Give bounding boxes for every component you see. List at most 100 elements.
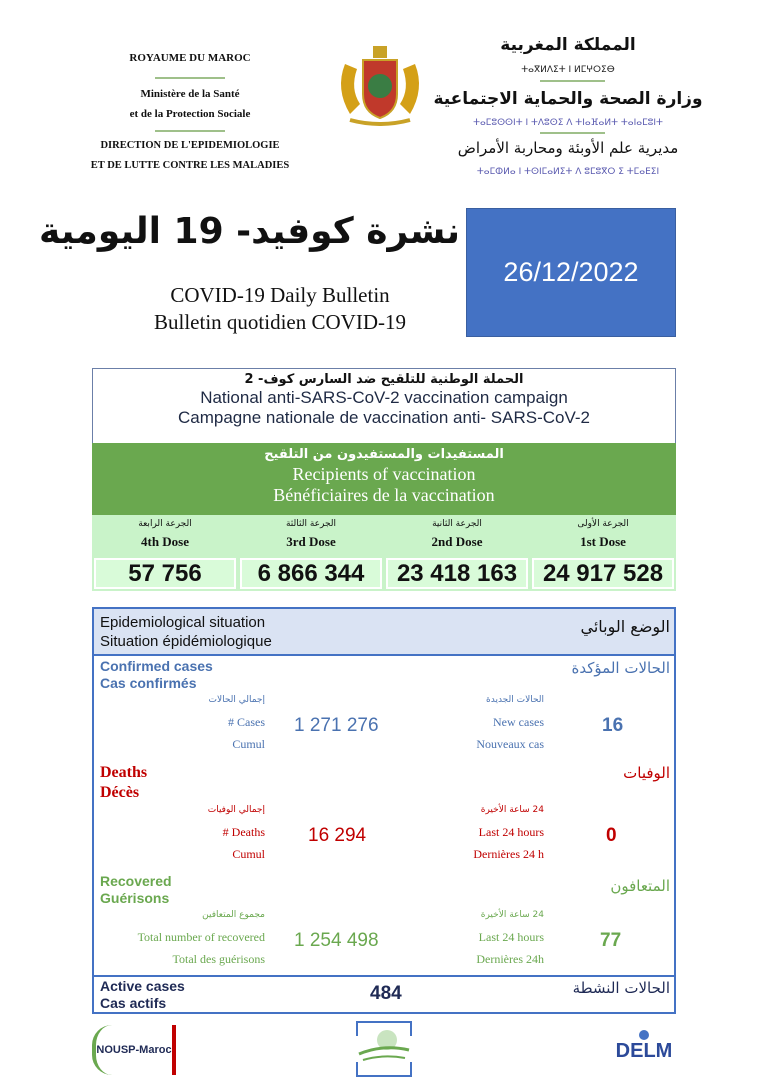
center-logo-icon	[356, 1021, 412, 1077]
dose-label-ar: الجرعة الثانية	[432, 519, 482, 529]
campaign-ar: الحملة الوطنية للتلقيح ضد السارس كوف- 2	[244, 372, 524, 387]
label-fr: Total des guérisons	[172, 952, 265, 966]
recipients-band: المستفيدات والمستفيدون من التلقيح Recipi…	[92, 443, 676, 515]
epi-header: Epidemiological situation Situation épid…	[94, 609, 674, 656]
dose-label: 2nd Dose	[431, 534, 483, 549]
nousp-logo-text: NOUSP-Maroc	[96, 1044, 172, 1056]
dose-1-value: 24 917 528	[532, 558, 674, 589]
deaths-ar: الوفيات	[623, 764, 670, 782]
label-ar: الحالات الجديدة	[486, 695, 544, 705]
deaths-fr: Décès	[100, 784, 140, 801]
header-direction-2: ET DE LUTTE CONTRE LES MALADIES	[90, 160, 290, 171]
campaign-fr: Campagne nationale de vaccination anti- …	[177, 408, 591, 427]
confirmed-cumul-value: 1 271 276	[294, 715, 379, 736]
deaths-new-labels: 24 ساعة الأخيرة Last 24 hours Dernières 24…	[394, 799, 544, 865]
header-ministry-2: et de la Protection Sociale	[129, 108, 251, 120]
recovered-ar: المتعافون	[610, 877, 670, 895]
recipients-ar: المستفيدات والمستفيدون من التلقيح	[264, 447, 504, 462]
label-en: Last 24 hours	[478, 825, 544, 839]
recovered-en: Recovered	[100, 873, 172, 889]
deaths-cumul-value: 16 294	[308, 825, 367, 846]
recovered-fr: Guérisons	[100, 890, 170, 906]
campaign-en: National anti-SARS-CoV-2 vaccination cam…	[200, 388, 568, 407]
epi-title-en: Epidemiological situation	[100, 614, 266, 631]
label-ar: 24 ساعة الأخيرة	[480, 805, 544, 815]
divider	[540, 132, 605, 134]
deaths-cumul-labels: إجمالي الوفيات # Deaths Cumul	[94, 799, 265, 865]
recovered-cumul-value: 1 254 498	[294, 930, 379, 951]
header-kingdom: ROYAUME DU MAROC	[129, 52, 251, 64]
header-ministry-1: Ministère de la Santé	[140, 88, 240, 100]
label-en: # Cases	[228, 715, 265, 729]
delm-logo: DELM	[612, 1030, 676, 1062]
header-direction-ar: مديرية علم الأوبئة ومحاربة الأمراض	[457, 139, 679, 157]
header-ministry-ar: وزارة الصحة والحماية الاجتماعية	[433, 89, 703, 109]
confirmed-cumul-labels: إجمالي الحالات # Cases Cumul	[94, 689, 265, 755]
dose-column-2: الجرعة الثانية 2nd Dose	[384, 515, 530, 550]
deaths-new-value: 0	[606, 825, 617, 846]
recipients-en: Recipients of vaccination	[292, 464, 476, 484]
dose-4-value: 57 756	[94, 558, 236, 589]
dose-column-4: الجرعة الرابعة 4th Dose	[92, 515, 238, 550]
label-en: Total number of recovered	[137, 930, 265, 944]
dose-2-value: 23 418 163	[386, 558, 528, 589]
header-direction-tif: ⵜⴰⵎⵀⵍⴰ ⵏ ⵜⵙⵏⵎⴰⵍⵉⵜ ⴷ ⵓⵎⵓⴳⵔ ⵉ ⵜⵎⴰⴹⵉⵏ	[476, 167, 660, 177]
dose-3-value: 6 866 344	[240, 558, 382, 589]
dose-label: 3rd Dose	[286, 534, 336, 549]
divider	[540, 80, 605, 82]
confirmed-new-value: 16	[602, 715, 624, 736]
label-fr: Cumul	[232, 847, 265, 861]
label-fr: Dernières 24 h	[473, 847, 544, 861]
label-fr: Dernières 24h	[476, 952, 544, 966]
epi-title-ar: الوضع الوبائي	[580, 617, 670, 636]
title-ar: نشرة كوفيد- 19 اليومية	[39, 211, 460, 252]
active-title: Active cases Cas actifs	[100, 978, 185, 1012]
doses-table: الجرعة الرابعة 4th Dose الجرعة الثالثة 3rd…	[92, 515, 676, 591]
recovered-new-value: 77	[600, 930, 622, 951]
active-fr: Cas actifs	[100, 995, 167, 1011]
label-en: New cases	[493, 715, 544, 729]
vaccination-campaign-box: الحملة الوطنية للتلقيح ضد السارس كوف- 2 …	[92, 368, 676, 444]
coat-of-arms-icon	[341, 46, 419, 126]
date-badge: 26/12/2022	[466, 208, 676, 337]
active-ar: الحالات النشطة	[572, 979, 670, 997]
dose-label-ar: الجرعة الثالثة	[285, 519, 337, 529]
deaths-en: Deaths	[100, 764, 148, 781]
header-direction-1: DIRECTION DE L'EPIDEMIOLOGIE	[100, 140, 280, 151]
nousp-logo: NOUSP-Maroc	[92, 1025, 176, 1075]
confirmed-ar: الحالات المؤكدة	[571, 659, 670, 677]
label-fr: Nouveaux cas	[476, 737, 544, 751]
divider	[155, 130, 225, 132]
label-ar: إجمالي الوفيات	[207, 805, 265, 815]
label-ar: إجمالي الحالات	[208, 695, 265, 705]
label-fr: Cumul	[232, 737, 265, 751]
label-en: # Deaths	[222, 825, 265, 839]
title-fr: Bulletin quotidien COVID-19	[154, 310, 406, 334]
label-ar: مجموع المتعافين	[202, 910, 265, 920]
epi-title-fr: Situation épidémiologique	[100, 633, 272, 650]
active-value: 484	[370, 983, 402, 1004]
confirmed-fr: Cas confirmés	[100, 675, 197, 691]
confirmed-title: Confirmed cases Cas confirmés	[100, 658, 213, 692]
dose-label-ar: الجرعة الرابعة	[138, 519, 192, 529]
header-kingdom-tif: ⵜⴰⴳⵍⴷⵉⵜ ⵏ ⵍⵎⵖⵔⵉⴱ	[521, 65, 615, 75]
dose-label-ar: الجرعة الأولى	[577, 519, 629, 529]
header-kingdom-ar: المملكة المغربية	[500, 35, 636, 55]
label-en: Last 24 hours	[478, 930, 544, 944]
active-en: Active cases	[100, 978, 185, 994]
dose-label: 1st Dose	[580, 534, 626, 549]
dose-label: 4th Dose	[140, 534, 190, 549]
confirmed-new-labels: الحالات الجديدة New cases Nouveaux cas	[394, 689, 544, 755]
title-en: COVID-19 Daily Bulletin	[170, 283, 390, 307]
header-ministry-tif: ⵜⴰⵎⵓⵙⵙⵏⵜ ⵏ ⵜⴷⵓⵙⵉ ⴷ ⵜⵏⴰⴼⴰⵍⵜ ⵜⴰⵏⴰⵎⵓⵏⵜ	[473, 118, 663, 128]
dose-column-1: الجرعة الأولى 1st Dose	[530, 515, 676, 550]
delm-logo-text: DELM	[615, 1040, 673, 1062]
recovered-title: Recovered Guérisons	[100, 873, 172, 907]
deaths-title: Deaths Décès	[100, 763, 147, 803]
epidemiological-situation-box: Epidemiological situation Situation épid…	[92, 607, 676, 1014]
recovered-cumul-labels: مجموع المتعافين Total number of recovered…	[94, 904, 265, 970]
divider	[155, 77, 225, 79]
date-text: 26/12/2022	[503, 257, 639, 287]
recipients-fr: Bénéficiaires de la vaccination	[273, 485, 495, 505]
label-ar: 24 ساعة الأخيرة	[480, 910, 544, 920]
